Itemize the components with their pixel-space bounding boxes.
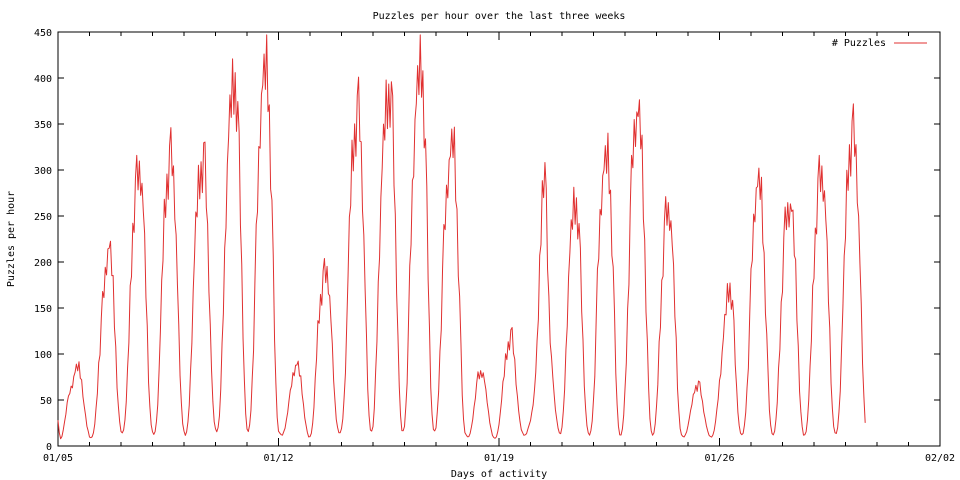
chart-title: Puzzles per hour over the last three wee… — [373, 11, 626, 22]
y-tick-label: 300 — [34, 166, 52, 177]
y-tick-label: 150 — [34, 304, 52, 315]
y-tick-label: 250 — [34, 212, 52, 223]
x-tick-label: 01/05 — [43, 453, 73, 464]
y-tick-label: 0 — [46, 442, 52, 453]
y-tick-label: 350 — [34, 120, 52, 131]
x-tick-label: 01/26 — [704, 453, 734, 464]
series-line — [57, 34, 866, 440]
y-tick-label: 450 — [34, 28, 52, 39]
y-tick-label: 100 — [34, 350, 52, 361]
x-tick-label: 01/12 — [263, 453, 293, 464]
x-tick-label: 02/02 — [925, 453, 955, 464]
y-axis: 0 50 100 150 200 250 300 350 400 450 — [34, 28, 940, 453]
x-tick-label: 01/19 — [484, 453, 514, 464]
y-tick-label: 400 — [34, 74, 52, 85]
x-axis-label: Days of activity — [451, 469, 547, 480]
legend: # Puzzles — [832, 38, 927, 49]
legend-label: # Puzzles — [832, 38, 886, 49]
x-axis: 01/05 01/12 01/19 01/26 02/02 — [43, 32, 955, 464]
series-layer — [57, 34, 866, 440]
y-tick-label: 50 — [40, 396, 52, 407]
y-axis-label: Puzzles per hour — [6, 191, 17, 287]
y-tick-label: 200 — [34, 258, 52, 269]
